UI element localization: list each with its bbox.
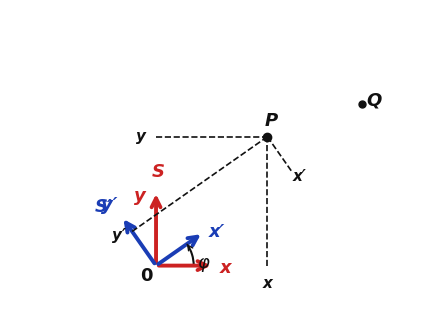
- Text: P: P: [265, 112, 278, 130]
- Text: S′: S′: [95, 198, 113, 216]
- Text: Q: Q: [366, 92, 381, 110]
- Text: y′: y′: [102, 196, 118, 214]
- Text: x′: x′: [292, 169, 306, 184]
- Text: x: x: [263, 276, 272, 291]
- Text: S: S: [152, 163, 165, 181]
- Text: x: x: [219, 259, 231, 277]
- Text: φ: φ: [197, 254, 209, 272]
- Text: x′: x′: [209, 223, 225, 240]
- Text: y: y: [134, 187, 146, 205]
- Text: y′: y′: [111, 228, 126, 243]
- Text: 0: 0: [140, 266, 152, 284]
- Text: y: y: [136, 129, 146, 144]
